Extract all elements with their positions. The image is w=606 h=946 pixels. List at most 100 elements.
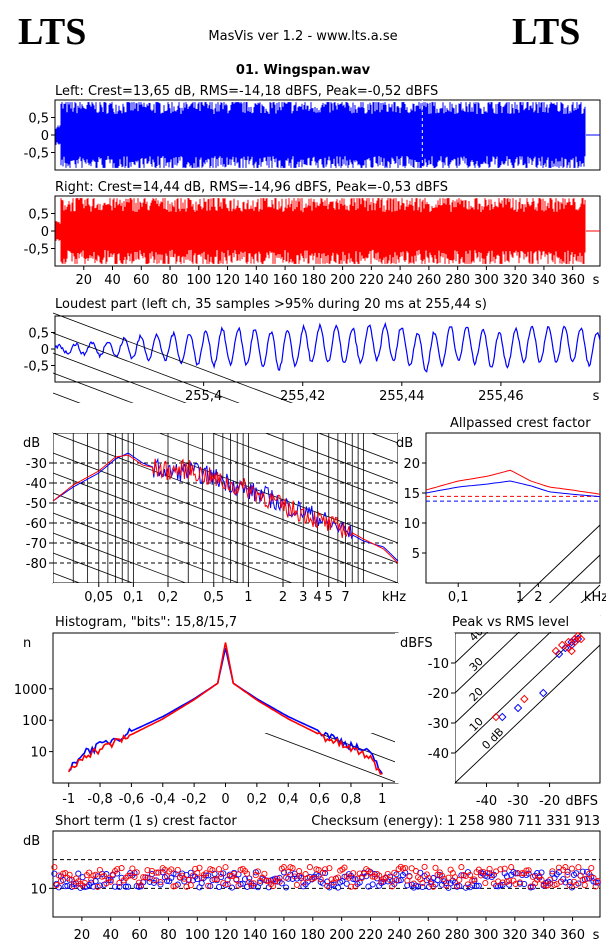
short-term-crest-point-blue — [125, 883, 132, 890]
right-waveform-x-tick-label: 200 — [330, 273, 355, 288]
histogram-y-tick-label: 1000 — [14, 683, 47, 698]
short-term-crest-point-red — [508, 864, 515, 871]
peak-vs-rms-point-red — [520, 694, 529, 704]
short-term-crest-point-blue — [283, 884, 290, 891]
allpassed-crest-frame — [425, 432, 601, 584]
avg-spectrum-y-tick-label: -60 — [26, 517, 47, 532]
histogram-series-red — [67, 642, 383, 775]
histogram-x-tick-label: 0,8 — [341, 792, 362, 807]
avg-spectrum-y-tick-label: -70 — [26, 537, 47, 552]
avg-spectrum-y-tick-label: -30 — [26, 457, 47, 472]
short-term-crest-point-red — [140, 874, 147, 881]
short-term-crest-point-red — [211, 876, 218, 883]
peak-vs-rms-point-red — [570, 637, 580, 647]
peak-vs-rms-y-tick-label: -10 — [428, 657, 449, 672]
short-term-crest-point-red — [410, 880, 417, 887]
short-term-crest-point-blue — [112, 883, 119, 890]
short-term-crest-point-red — [153, 869, 160, 876]
short-term-crest-point-red — [501, 865, 508, 872]
allpassed-crest-y-tick-label: 10 — [403, 517, 420, 532]
right-waveform-x-tick-label: 80 — [162, 273, 179, 288]
short-term-crest-point-blue — [499, 881, 506, 888]
short-term-crest-point-red — [542, 882, 549, 889]
histogram-x-tick-label: 0 — [221, 792, 229, 807]
file-name: 01. Wingspan.wav — [236, 63, 371, 78]
short-term-crest-point-red — [322, 866, 329, 873]
short-term-crest-point-blue — [163, 877, 171, 884]
short-term-crest-point-blue — [64, 882, 71, 889]
right-waveform-y-tick-label: -0,5 — [24, 243, 49, 258]
peak-vs-rms-x-tick-label: -30 — [507, 794, 528, 809]
right-waveform-title: Right: Crest=14,44 dB, RMS=-14,96 dBFS, … — [55, 180, 448, 195]
avg-spectrum-slope — [52, 332, 399, 464]
short-term-crest-ylabel: dB — [23, 834, 40, 849]
histogram-x-tick-label: -0,4 — [150, 792, 175, 807]
histogram-x-tick-label: 1 — [378, 792, 386, 807]
short-term-crest-point-red — [220, 880, 227, 887]
loudest-part-y-tick-label: 0 — [41, 343, 49, 358]
short-term-crest-point-red — [376, 872, 383, 879]
short-term-crest-point-blue — [434, 877, 441, 884]
short-term-crest-x-tick-label: 60 — [131, 928, 148, 943]
short-term-crest-point-red — [315, 866, 322, 873]
short-term-crest-point-blue — [116, 883, 123, 891]
peak-vs-rms-diagonal — [454, 644, 601, 784]
avg-spectrum-y-tick-label: -50 — [26, 497, 47, 512]
allpassed-crest-series-red — [425, 469, 601, 495]
short-term-crest-point-blue — [512, 870, 519, 877]
short-term-crest-point-red — [174, 866, 181, 873]
short-term-crest-x-tick-label: 40 — [102, 928, 119, 943]
short-term-crest-point-red — [482, 879, 489, 887]
avg-spectrum-slope — [52, 432, 399, 564]
short-term-crest-point-red — [291, 873, 298, 880]
short-term-crest-point-red — [163, 873, 171, 880]
peak-vs-rms-mask-left — [395, 633, 455, 783]
short-term-crest-point-red — [579, 876, 586, 883]
short-term-crest-point-blue — [207, 883, 214, 890]
peak-vs-rms-point-blue — [513, 703, 523, 713]
short-term-crest-point-red — [51, 864, 58, 871]
short-term-crest-point-blue — [562, 879, 569, 886]
short-term-crest-point-red — [304, 874, 311, 881]
right-waveform-y-tick-label: 0,5 — [28, 208, 49, 223]
allpassed-crest-title: Allpassed crest factor — [450, 416, 591, 431]
peak-vs-rms-point-red — [564, 643, 573, 653]
short-term-crest-point-red — [311, 874, 318, 882]
avg-spectrum-x-tick-label: 2 — [279, 590, 287, 605]
short-term-crest-point-red — [592, 883, 599, 890]
short-term-crest-point-blue — [350, 875, 357, 883]
short-term-crest-x-tick-label: 320 — [502, 928, 527, 943]
avg-spectrum-x-tick-label: 3 — [299, 590, 307, 605]
right-waveform-x-tick-label: 320 — [503, 273, 528, 288]
short-term-crest-x-tick-label: 100 — [185, 928, 210, 943]
short-term-crest-x-tick-label: 360 — [560, 928, 585, 943]
short-term-crest-point-red — [408, 865, 415, 872]
short-term-crest-point-blue — [220, 870, 227, 877]
short-term-crest-point-red — [185, 877, 192, 884]
short-term-crest-point-red — [261, 870, 268, 877]
avg-spectrum-mask-right — [398, 433, 438, 583]
short-term-crest-point-blue — [397, 877, 404, 884]
short-term-crest-point-red — [96, 866, 103, 873]
short-term-crest-point-red — [276, 878, 283, 885]
peak-vs-rms-point-red — [573, 631, 583, 641]
short-term-crest-point-red — [150, 877, 158, 884]
short-term-crest-point-red — [430, 883, 437, 890]
histogram-x-tick-label: 0,6 — [309, 792, 330, 807]
left-waveform-trace — [55, 102, 586, 168]
short-term-crest-point-red — [529, 873, 536, 880]
short-term-crest-point-red — [53, 881, 60, 889]
avg-spectrum-x-tick-label: 4 — [313, 590, 321, 605]
short-term-crest-x-tick-label: 200 — [329, 928, 354, 943]
avg-spectrum-x-tick-label: 0,5 — [203, 590, 224, 605]
short-term-crest-point-red — [395, 865, 402, 873]
short-term-crest-point-red — [144, 867, 151, 874]
peak-vs-rms-xlabel: dBFS — [565, 794, 598, 809]
peak-vs-rms-y-tick-label: -20 — [428, 687, 449, 702]
loudest-part-x-tick-label: 255,46 — [478, 389, 524, 404]
logo-left: LTS — [18, 11, 86, 53]
short-term-crest-point-red — [454, 882, 461, 889]
peak-vs-rms-point-red — [564, 637, 573, 647]
short-term-crest-point-red — [566, 882, 573, 889]
short-term-crest-point-blue — [419, 883, 426, 891]
